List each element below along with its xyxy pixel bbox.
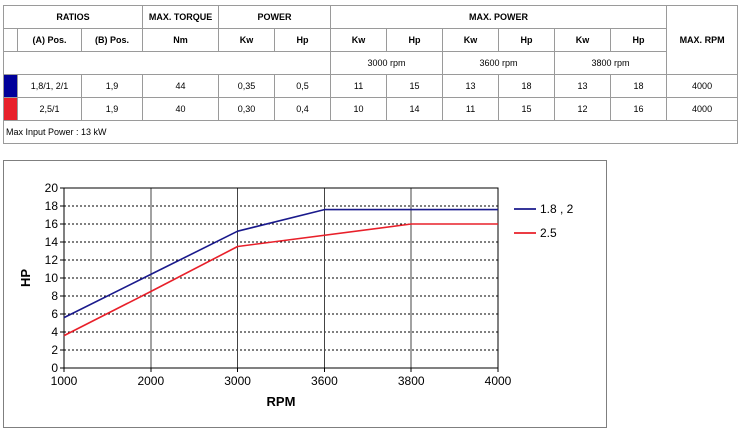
series-line-2	[63, 223, 498, 337]
x-tick-label: 3800	[398, 374, 425, 388]
cell-hp-3800: 18	[610, 74, 668, 98]
header-mp-hp-2: Hp	[498, 28, 556, 52]
x-tick-label: 3000	[224, 374, 251, 388]
color-swatch-blue	[3, 74, 18, 98]
cell-hp: 0,4	[274, 97, 332, 121]
cell-kw-3000: 10	[330, 97, 388, 121]
y-tick-label: 12	[45, 253, 59, 267]
cell-b-pos: 1,9	[80, 97, 144, 121]
header-mp-kw-1: Kw	[330, 28, 388, 52]
series-line-1	[63, 208, 498, 319]
header-mp-hp-1: Hp	[386, 28, 444, 52]
cell-max-rpm: 4000	[666, 74, 739, 98]
cell-kw-3600: 13	[442, 74, 500, 98]
y-tick-label: 6	[51, 307, 58, 321]
cell-kw-3600: 11	[442, 97, 500, 121]
chart-frame: 0 2 4 6 8 10 12 14 16 18 20 1000 2000 3000 3600 3800 400…	[3, 160, 607, 428]
cell-hp-3600: 18	[498, 74, 556, 98]
table-header-row-2: (A) Pos. (B) Pos. Nm Kw Hp Kw Hp Kw Hp K…	[3, 28, 738, 52]
hp-rpm-chart: 0 2 4 6 8 10 12 14 16 18 20 1000 2000 3000 3600 3800 400…	[18, 181, 574, 409]
cell-b-pos: 1,9	[80, 74, 144, 98]
y-tick-label: 8	[51, 289, 58, 303]
cell-kw-3800: 13	[554, 74, 612, 98]
cell-hp: 0,5	[274, 74, 332, 98]
rpm-label-3000: 3000 rpm	[330, 51, 444, 75]
rpm-row-blank	[2, 51, 332, 75]
cell-kw-3800: 12	[554, 97, 612, 121]
y-tick-label: 20	[45, 181, 59, 195]
cell-a-pos: 2,5/1	[17, 97, 82, 121]
header-ratios: RATIOS	[2, 5, 144, 29]
header-max-torque: MAX. TORQUE	[142, 5, 220, 29]
legend-label-1: 1.8 , 2	[540, 202, 574, 216]
rpm-label-3800: 3800 rpm	[554, 51, 668, 75]
cell-hp-3000: 15	[386, 74, 444, 98]
header-b-pos: (B) Pos.	[80, 28, 144, 52]
table-row: 1,8/1, 2/1 1,9 44 0,35 0,5 11 15 13 18 1…	[3, 74, 739, 98]
table-note-row: Max Input Power : 13 kW	[2, 120, 739, 144]
cell-hp-3800: 16	[610, 97, 668, 121]
cell-kw: 0,30	[218, 97, 276, 121]
table-header-row-1: RATIOS MAX. TORQUE POWER MAX. POWER MAX.…	[2, 5, 739, 75]
cell-kw-3000: 11	[330, 74, 388, 98]
legend-label-2: 2.5	[540, 226, 557, 240]
color-swatch-red	[3, 97, 18, 121]
y-tick-label: 2	[51, 343, 58, 357]
header-mp-kw-2: Kw	[442, 28, 500, 52]
header-max-rpm: MAX. RPM	[666, 5, 739, 75]
x-tick-label: 1000	[51, 374, 78, 388]
cell-torque: 40	[142, 97, 220, 121]
header-mp-hp-3: Hp	[610, 28, 668, 52]
y-tick-label: 16	[45, 217, 59, 231]
cell-hp-3600: 15	[498, 97, 556, 121]
table-row: 2,5/1 1,9 40 0,30 0,4 10 14 11 15 12 16 …	[3, 97, 739, 121]
x-tick-label: 2000	[137, 374, 164, 388]
max-input-power-note: Max Input Power : 13 kW	[2, 120, 739, 144]
cell-torque: 44	[142, 74, 220, 98]
x-axis-title: RPM	[267, 394, 296, 409]
header-blank-cell	[3, 28, 18, 52]
header-mp-kw-3: Kw	[554, 28, 612, 52]
cell-kw: 0,35	[218, 74, 276, 98]
y-tick-label: 4	[51, 325, 58, 339]
header-power-kw: Kw	[218, 28, 276, 52]
y-tick-label: 14	[45, 235, 59, 249]
y-tick-label: 0	[51, 361, 58, 375]
spec-table-container: RATIOS MAX. TORQUE POWER MAX. POWER MAX.…	[2, 5, 739, 145]
cell-max-rpm: 4000	[666, 97, 739, 121]
cell-a-pos: 1,8/1, 2/1	[17, 74, 82, 98]
header-torque-unit: Nm	[142, 28, 220, 52]
y-axis-title: HP	[18, 269, 33, 287]
spec-table: RATIOS MAX. TORQUE POWER MAX. POWER MAX.…	[2, 5, 739, 144]
header-power: POWER	[218, 5, 332, 29]
y-tick-label: 18	[45, 199, 59, 213]
header-power-hp: Hp	[274, 28, 332, 52]
header-a-pos: (A) Pos.	[17, 28, 82, 52]
x-tick-label: 3600	[311, 374, 338, 388]
table-rpm-row: 3000 rpm 3600 rpm 3800 rpm	[2, 51, 738, 75]
cell-hp-3000: 14	[386, 97, 444, 121]
rpm-label-3600: 3600 rpm	[442, 51, 556, 75]
y-tick-label: 10	[45, 271, 59, 285]
x-tick-label: 4000	[485, 374, 512, 388]
header-max-power: MAX. POWER	[330, 5, 668, 29]
